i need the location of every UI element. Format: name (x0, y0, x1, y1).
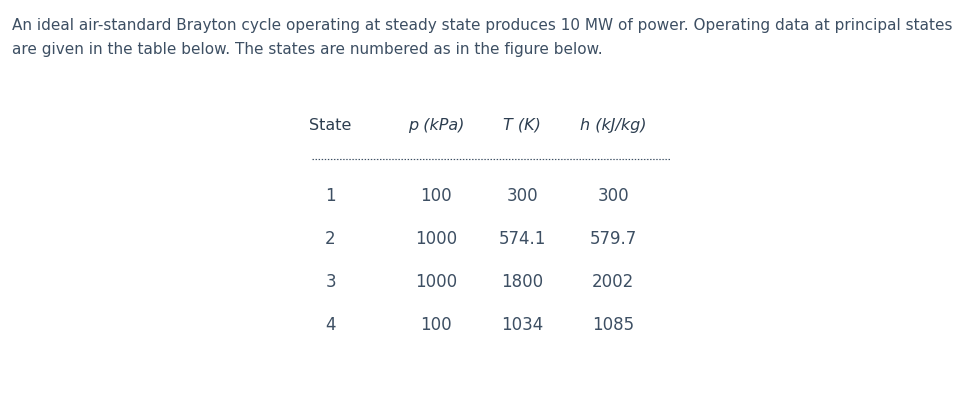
Text: T (K): T (K) (503, 118, 541, 133)
Text: h (kJ/kg): h (kJ/kg) (580, 118, 647, 133)
Text: An ideal air-standard Brayton cycle operating at steady state produces 10 MW of : An ideal air-standard Brayton cycle oper… (12, 18, 958, 33)
Text: 574.1: 574.1 (498, 230, 546, 248)
Text: State: State (309, 118, 352, 133)
Text: 2: 2 (325, 230, 336, 248)
Text: 579.7: 579.7 (589, 230, 637, 248)
Text: are given in the table below. The states are numbered as in the figure below.: are given in the table below. The states… (12, 42, 604, 57)
Text: 1800: 1800 (501, 273, 543, 291)
Text: 300: 300 (597, 187, 629, 205)
Text: 3: 3 (325, 273, 336, 291)
Text: 1034: 1034 (501, 316, 543, 334)
Text: 1000: 1000 (415, 273, 457, 291)
Text: 2002: 2002 (592, 273, 634, 291)
Text: 100: 100 (420, 187, 452, 205)
Text: p (kPa): p (kPa) (408, 118, 464, 133)
Text: 1000: 1000 (415, 230, 457, 248)
Text: 4: 4 (326, 316, 335, 334)
Text: 1: 1 (325, 187, 336, 205)
Text: 300: 300 (506, 187, 538, 205)
Text: 1085: 1085 (592, 316, 634, 334)
Text: 100: 100 (420, 316, 452, 334)
